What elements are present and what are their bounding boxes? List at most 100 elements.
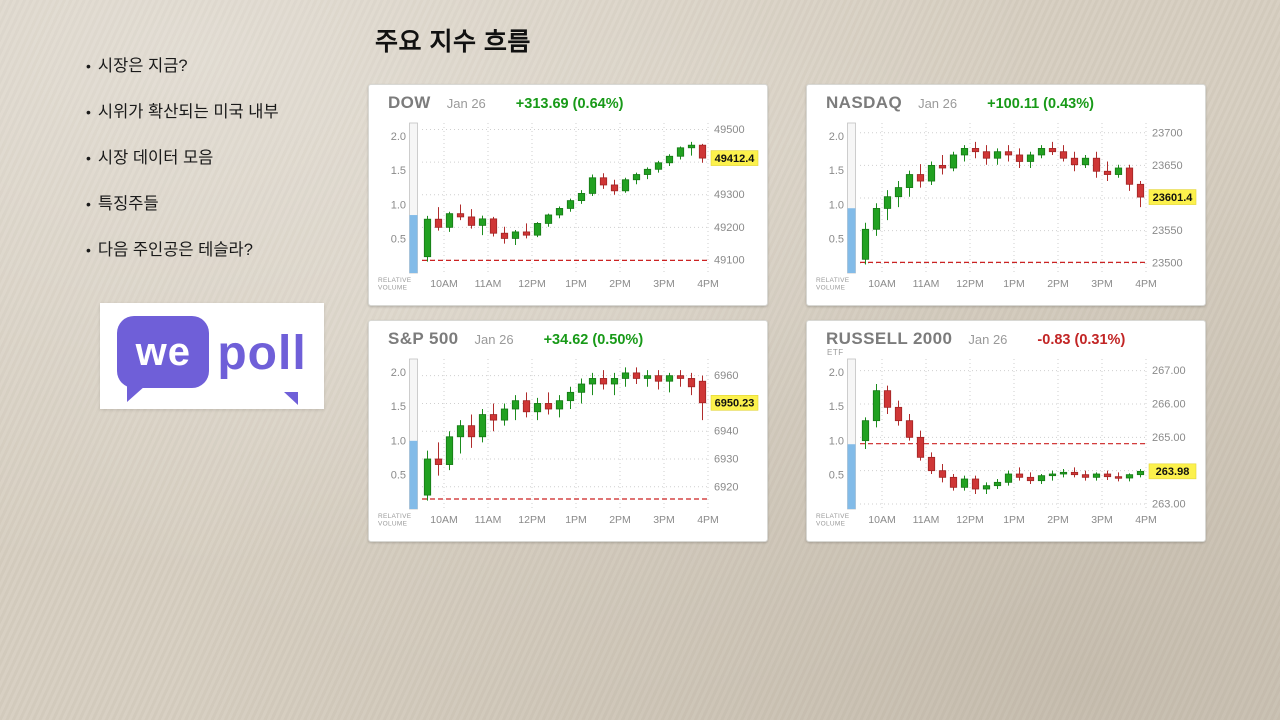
price-tick-label: 266.00 xyxy=(1152,399,1186,411)
x-axis-tick-label: 1PM xyxy=(1003,514,1025,526)
x-axis-tick-label: 10AM xyxy=(868,514,895,526)
last-price-label: 263.98 xyxy=(1156,466,1190,478)
chart-header: RUSSELL 2000 ETF Jan 26 -0.83 (0.31%) xyxy=(813,326,1199,357)
x-axis-tick-label: 12PM xyxy=(518,278,545,290)
candlestick-series xyxy=(861,384,1145,494)
change-badge: +313.69 (0.64%) xyxy=(515,96,624,112)
logo-tail-icon xyxy=(284,392,298,405)
last-price-label: 49412.4 xyxy=(715,153,756,165)
x-axis-tick-label: 4PM xyxy=(697,514,719,526)
x-axis-tick-label: 1PM xyxy=(1003,278,1025,290)
relative-volume-fill xyxy=(847,444,856,509)
x-axis-tick-label: 10AM xyxy=(868,278,895,290)
x-axis-tick-label: 10AM xyxy=(430,278,457,290)
relative-volume-fill xyxy=(409,215,418,273)
last-price-highlight xyxy=(710,150,759,166)
chart-header: S&P 500 Jan 26 +34.62 (0.50%) xyxy=(375,326,761,353)
chart-date: Jan 26 xyxy=(918,96,958,111)
volume-tick-label: 1.0 xyxy=(391,199,406,211)
price-tick-label: 23650 xyxy=(1152,160,1183,172)
candlestick-series xyxy=(861,141,1145,265)
price-axis: 69606950694069306920 xyxy=(714,370,738,493)
change-badge: -0.83 (0.31%) xyxy=(1037,332,1126,348)
x-axis-tick-label: 11AM xyxy=(913,514,940,526)
chart-header: DOW Jan 26 +313.69 (0.64%) xyxy=(375,90,761,117)
volume-tick-label: 1.0 xyxy=(829,435,844,447)
chart-date: Jan 26 xyxy=(968,332,1008,347)
sp500-chart-card: S&P 500 Jan 26 +34.62 (0.50%) 10AM 11AM 12… xyxy=(368,320,768,542)
bullet-label: 시장 데이터 모음 xyxy=(97,149,214,167)
x-axis-tick-label: 1PM xyxy=(565,278,587,290)
volume-tick-label: 2.0 xyxy=(391,131,406,143)
relative-volume-label: VOLUME xyxy=(378,285,408,292)
relative-volume-label: VOLUME xyxy=(378,521,408,528)
nasdaq-candlestick-chart: 10AM11AM12PM1PM2PM3PM4PM2370023650236002… xyxy=(813,117,1199,303)
change-badge: +34.62 (0.50%) xyxy=(543,332,644,348)
gridlines xyxy=(422,123,709,273)
ticker-label: NASDAQ xyxy=(826,93,903,112)
candlestick-series xyxy=(423,367,707,501)
last-price-highlight xyxy=(1148,463,1197,480)
page-title: 주요 지수 흐름 xyxy=(375,28,531,56)
volume-tick-label: 1.5 xyxy=(829,401,844,413)
chart-header: NASDAQ Jan 26 +100.11 (0.43%) xyxy=(813,90,1199,117)
price-axis: 4950049400493004920049100 xyxy=(714,124,745,266)
change-badge: +100.11 (0.43%) xyxy=(987,96,1094,112)
bullet-item-us-protests: 시위가 확산되는 미국 내부 xyxy=(86,102,279,122)
price-tick-label: 265.00 xyxy=(1152,432,1186,444)
volume-tick-label: 2.0 xyxy=(391,367,406,379)
bullet-list: 시장은 지금? 시위가 확산되는 미국 내부 시장 데이터 모음 특징주들 다음… xyxy=(86,56,279,286)
last-price-highlight xyxy=(1148,189,1197,205)
price-tick-label: 23550 xyxy=(1152,225,1183,237)
x-axis-tick-label: 3PM xyxy=(1091,278,1113,290)
nasdaq-chart-card: NASDAQ Jan 26 +100.11 (0.43%) 10AM 11AM 12… xyxy=(806,84,1206,306)
x-axis-tick-label: 3PM xyxy=(653,514,675,526)
bullet-item-market-data: 시장 데이터 모음 xyxy=(86,148,279,168)
relative-volume-label: RELATIVE xyxy=(378,513,412,520)
volume-tick-label: 1.0 xyxy=(829,199,844,211)
logo-we-text: we xyxy=(135,329,192,374)
x-axis-tick-label: 3PM xyxy=(653,278,675,290)
price-tick-label: 49200 xyxy=(714,222,745,234)
speech-bubble-icon: we xyxy=(117,316,210,402)
x-axis-tick-label: 3PM xyxy=(1091,514,1113,526)
price-tick-label: 49300 xyxy=(714,189,745,201)
bullet-item-market-now: 시장은 지금? xyxy=(86,56,279,76)
bullet-dot xyxy=(86,194,91,214)
x-axis-tick-label: 11AM xyxy=(475,278,502,290)
chart-date: Jan 26 xyxy=(474,332,514,347)
relative-volume-label: RELATIVE xyxy=(816,513,850,520)
last-price-highlight xyxy=(710,395,759,411)
volume-tick-label: 1.0 xyxy=(391,435,406,447)
gridlines xyxy=(860,359,1147,509)
volume-tick-label: 1.5 xyxy=(391,401,406,413)
volume-tick-label: 0.5 xyxy=(391,233,406,245)
x-axis-tick-label: 11AM xyxy=(913,278,940,290)
price-tick-label: 263.00 xyxy=(1152,499,1186,511)
dow-chart-card: DOW Jan 26 +313.69 (0.64%) 10AM 11AM 12PM 1… xyxy=(368,84,768,306)
volume-tick-label: 0.5 xyxy=(829,469,844,481)
price-tick-label: 6940 xyxy=(714,426,738,438)
volume-tick-label: 2.0 xyxy=(829,367,844,379)
x-axis-tick-label: 4PM xyxy=(697,278,719,290)
x-axis-tick-label: 12PM xyxy=(956,278,983,290)
bullet-label: 다음 주인공은 테슬라? xyxy=(97,241,253,259)
russell-candlestick-chart: 10AM 11AM 12PM 1PM 2PM 3PM 4PM 267.00 266.00 265.… xyxy=(813,353,1199,539)
x-axis-tick-label: 12PM xyxy=(518,514,545,526)
volume-tick-label: 0.5 xyxy=(829,233,844,245)
x-axis-tick-label: 4PM xyxy=(1135,514,1157,526)
x-axis-tick-label: 11AM xyxy=(475,514,502,526)
bullet-label: 시장은 지금? xyxy=(97,57,188,75)
price-tick-label: 6920 xyxy=(714,481,738,493)
price-tick-label: 23700 xyxy=(1152,127,1183,139)
candlestick-series xyxy=(423,141,707,262)
price-tick-label: 6930 xyxy=(714,454,738,466)
price-tick-label: 49100 xyxy=(714,254,745,266)
dow-candlestick-chart: 10AM11AM12PM1PM2PM3PM4PM4950049400493004… xyxy=(375,117,761,303)
ticker-subtitle: ETF xyxy=(827,348,844,357)
price-tick-label: 6960 xyxy=(714,370,738,382)
x-axis-tick-label: 2PM xyxy=(609,278,631,290)
bullet-dot xyxy=(86,148,91,168)
ticker-label: RUSSELL 2000 xyxy=(826,329,953,348)
